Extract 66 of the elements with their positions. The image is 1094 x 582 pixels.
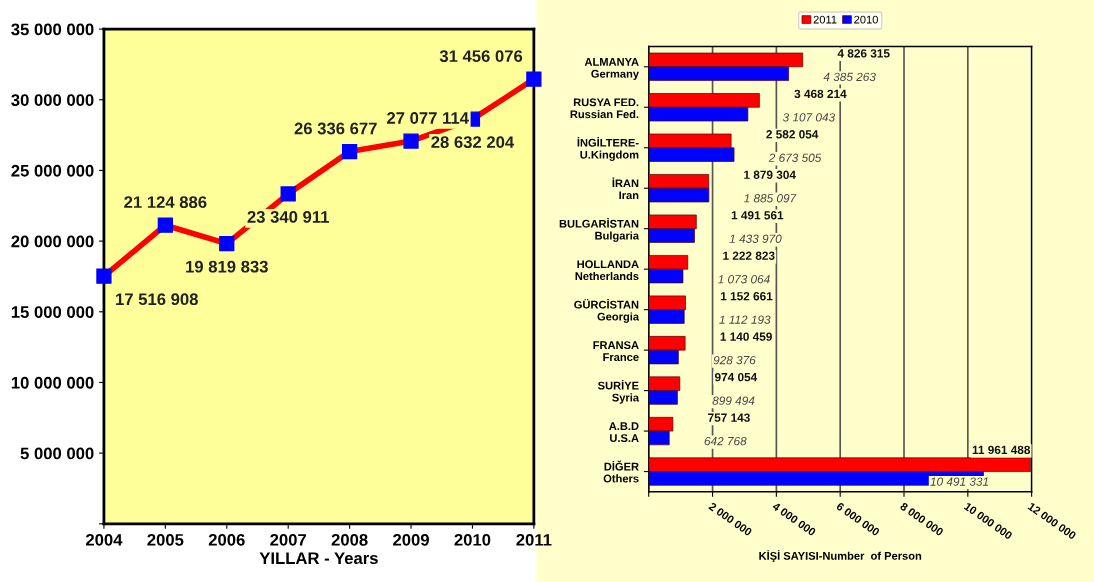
data-label: 1 073 064 bbox=[718, 275, 770, 284]
data-label: 1 885 097 bbox=[743, 194, 797, 203]
y-tick-label: BULGARİSTAN Bulgaria bbox=[559, 218, 640, 242]
data-label: 3 107 043 bbox=[782, 113, 836, 122]
data-label: 28 632 204 bbox=[431, 136, 515, 149]
x-axis-title: YILLAR - Years bbox=[259, 552, 378, 565]
x-tick-label: 2009 bbox=[393, 533, 429, 546]
data-label: 1 112 193 bbox=[719, 315, 771, 324]
x-tick-label: 12 000 000 bbox=[1027, 502, 1077, 540]
data-label: 1 140 459 bbox=[720, 332, 772, 341]
x-tick-label: 6 000 000 bbox=[835, 501, 881, 537]
data-label: 31 456 076 bbox=[439, 50, 523, 63]
data-label: 899 494 bbox=[712, 396, 755, 405]
data-label: 3 468 214 bbox=[794, 89, 847, 99]
y-tick-label: A.B.D U.S.A bbox=[609, 422, 639, 442]
data-label: 757 143 bbox=[708, 413, 750, 422]
data-label: 1 491 561 bbox=[731, 211, 784, 220]
data-label: 928 376 bbox=[713, 355, 756, 365]
y-tick-label: ALMANYA Germany bbox=[584, 58, 639, 80]
data-label: 1 222 823 bbox=[723, 251, 775, 260]
x-tick-label: 2007 bbox=[270, 533, 306, 546]
y-tick-label: FRANSA France bbox=[593, 341, 639, 362]
data-label: 10 491 331 bbox=[930, 477, 989, 486]
x-tick-label: 2010 bbox=[454, 533, 491, 546]
legend-label: 2011 bbox=[813, 15, 837, 24]
data-label: 2 582 054 bbox=[766, 130, 819, 139]
data-label: 1 152 661 bbox=[720, 292, 773, 301]
y-tick-label: 20 000 000 bbox=[11, 235, 94, 248]
y-tick-label: 15 000 000 bbox=[11, 306, 94, 318]
data-label: 1 433 970 bbox=[729, 234, 782, 243]
data-label: 4 385 263 bbox=[823, 72, 876, 82]
x-tick-label: 8 000 000 bbox=[899, 501, 944, 537]
y-tick-label: 10 000 000 bbox=[11, 376, 94, 389]
y-tick-label: RUSYA FED. Russian Fed. bbox=[570, 98, 639, 119]
x-tick-label: 2011 bbox=[516, 533, 552, 546]
y-tick-label: 5 000 000 bbox=[20, 447, 94, 460]
data-label: 974 054 bbox=[714, 372, 758, 382]
x-axis-title: KİŞİ SAYISI-Number of Person bbox=[759, 550, 922, 563]
y-tick-label: 25 000 000 bbox=[11, 164, 94, 177]
data-label: 642 768 bbox=[704, 436, 747, 446]
y-tick-label: DİĞER Others bbox=[603, 460, 639, 483]
x-tick-label: 2008 bbox=[331, 533, 368, 546]
legend-label: 2010 bbox=[854, 15, 878, 24]
data-label: 26 336 677 bbox=[294, 122, 377, 135]
x-tick-label: 10 000 000 bbox=[963, 502, 1013, 540]
data-label: 11 961 488 bbox=[972, 445, 1031, 455]
data-label: 21 124 886 bbox=[124, 196, 207, 209]
data-label: 2 673 505 bbox=[768, 153, 822, 162]
data-label: 19 819 833 bbox=[186, 260, 268, 273]
x-tick-label: 2005 bbox=[147, 533, 184, 546]
y-tick-label: İNGİLTERE- U.Kingdom bbox=[577, 137, 639, 161]
x-tick-label: 2004 bbox=[85, 533, 123, 546]
data-label: 23 340 911 bbox=[247, 211, 329, 223]
x-tick-label: 4 000 000 bbox=[771, 501, 817, 537]
data-label: 4 826 315 bbox=[837, 49, 890, 58]
y-tick-label: 30 000 000 bbox=[11, 94, 94, 106]
y-tick-label: GÜRCİSTAN Georgia bbox=[574, 299, 640, 323]
data-label: 1 879 304 bbox=[744, 170, 796, 179]
y-tick-label: İRAN Iran bbox=[612, 177, 639, 200]
y-tick-label: SURİYE Syria bbox=[597, 379, 640, 404]
x-tick-label: 2 000 000 bbox=[708, 501, 753, 537]
data-label: 17 516 908 bbox=[116, 293, 198, 306]
x-tick-label: 2006 bbox=[208, 533, 245, 546]
y-tick-label: 35 000 000 bbox=[11, 23, 94, 36]
y-tick-label: HOLLANDA Netherlands bbox=[575, 260, 639, 281]
data-label: 27 077 114 bbox=[387, 112, 469, 124]
